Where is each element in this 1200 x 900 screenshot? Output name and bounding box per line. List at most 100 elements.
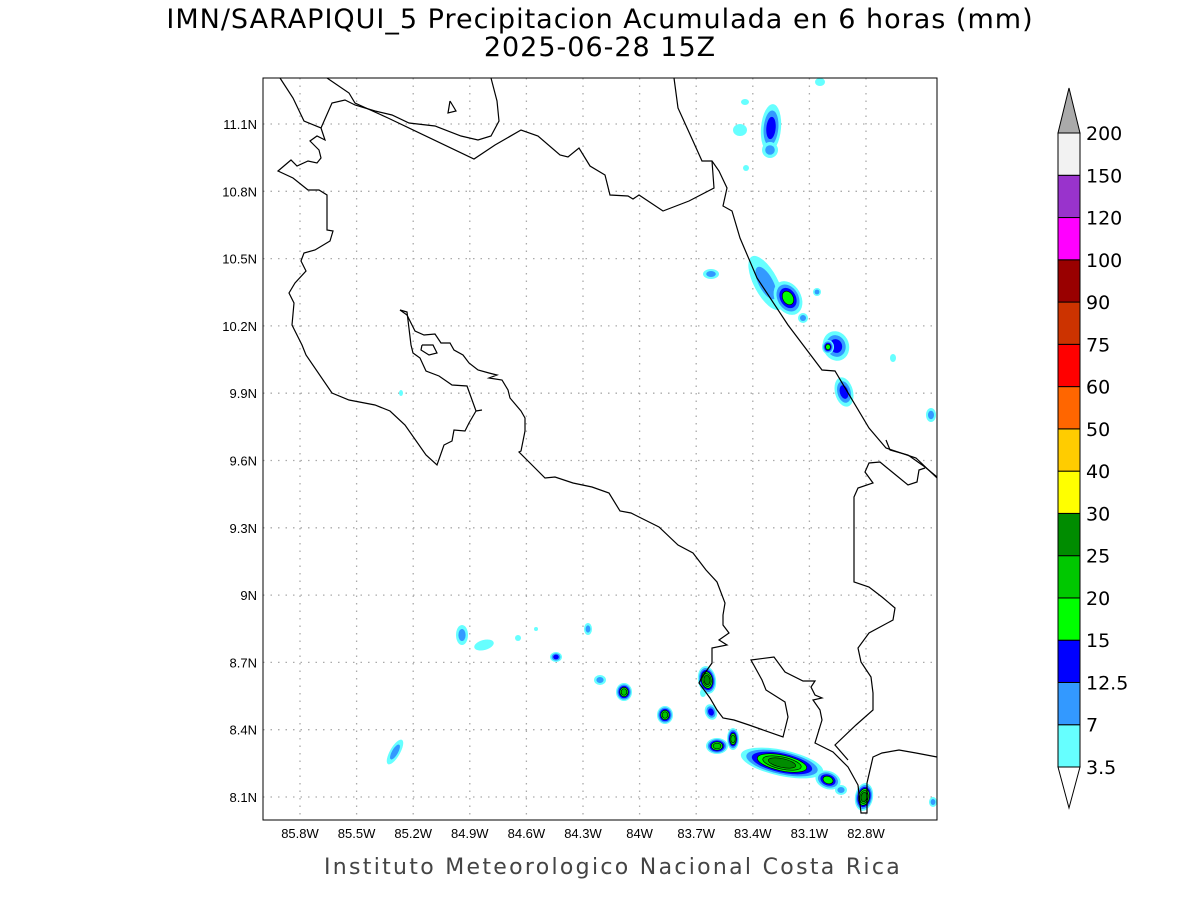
precip-contour bbox=[765, 145, 775, 155]
colorbar-swatch bbox=[1057, 428, 1081, 472]
precip-contour bbox=[474, 639, 494, 651]
precip-contour bbox=[706, 271, 716, 277]
precip-contour bbox=[661, 711, 669, 719]
precip-cell bbox=[815, 78, 825, 86]
nicaragua-border bbox=[326, 77, 715, 212]
panama-coast bbox=[885, 439, 938, 478]
lake-nicaragua-shore bbox=[320, 77, 500, 141]
colorbar-label: 40 bbox=[1086, 461, 1110, 483]
lon-tick-label: 83.7W bbox=[677, 826, 715, 841]
lon-tick-label: 82.8W bbox=[847, 826, 885, 841]
precip-cell bbox=[835, 785, 847, 795]
precip-cell bbox=[727, 728, 739, 750]
precip-cell bbox=[703, 269, 719, 279]
lat-tick-label: 10.2N bbox=[222, 319, 257, 334]
precip-cell bbox=[813, 288, 821, 296]
colorbar-label: 75 bbox=[1086, 334, 1110, 356]
lat-tick-label: 8.7N bbox=[230, 655, 257, 670]
lon-tick-label: 84W bbox=[626, 826, 653, 841]
precip-contour bbox=[930, 799, 936, 805]
colorbar-swatch bbox=[1057, 174, 1081, 219]
lon-tick-label: 83.4W bbox=[734, 826, 772, 841]
precip-contour bbox=[825, 343, 831, 351]
precip-contour bbox=[822, 775, 834, 785]
precip-contour bbox=[890, 354, 896, 362]
precip-cell bbox=[704, 704, 718, 720]
gulf-of-nicoya-coast bbox=[399, 309, 938, 814]
precip-contour bbox=[815, 78, 825, 86]
lon-tick-label: 85.8W bbox=[281, 826, 319, 841]
colorbar-label: 25 bbox=[1086, 546, 1110, 568]
precip-cell bbox=[926, 408, 936, 422]
precip-contour bbox=[390, 744, 400, 760]
precip-contour bbox=[733, 124, 747, 136]
map-title: IMN/SARAPIQUI_5 Precipitacion Acumulada … bbox=[166, 4, 1034, 35]
colorbar-swatch bbox=[1057, 724, 1081, 768]
precip-contour bbox=[620, 688, 628, 696]
precip-contour bbox=[553, 654, 559, 660]
colorbar-label: 90 bbox=[1086, 292, 1110, 314]
colorbar-label: 20 bbox=[1086, 588, 1110, 610]
precip-cell bbox=[399, 390, 403, 396]
lon-tick-label: 85.5W bbox=[338, 826, 376, 841]
precip-contour bbox=[700, 689, 706, 697]
precip-cell bbox=[657, 706, 673, 724]
lat-tick-label: 9.6N bbox=[230, 454, 257, 469]
colorbar-swatch bbox=[1057, 132, 1081, 176]
precip-cell bbox=[740, 747, 824, 779]
pacific-coast-north bbox=[276, 77, 483, 467]
lat-tick-label: 8.4N bbox=[230, 723, 257, 738]
precip-cell bbox=[834, 377, 854, 407]
lat-tick-label: 9N bbox=[240, 588, 257, 603]
precip-contour bbox=[596, 677, 604, 683]
precip-cell bbox=[456, 625, 468, 645]
precip-cell bbox=[594, 675, 606, 685]
precip-contour bbox=[814, 289, 820, 295]
precip-cell bbox=[760, 104, 782, 152]
precip-cell bbox=[815, 770, 841, 790]
precip-cell bbox=[584, 623, 592, 635]
colorbar-swatch bbox=[1057, 681, 1081, 726]
precip-contour bbox=[766, 116, 776, 140]
colorbar-label: 120 bbox=[1086, 208, 1122, 230]
colorbar-label: 150 bbox=[1086, 165, 1122, 187]
lon-tick-label: 84.3W bbox=[564, 826, 602, 841]
lat-tick-label: 11.1N bbox=[223, 117, 257, 132]
precip-cell bbox=[929, 797, 937, 807]
precip-cell bbox=[697, 666, 717, 694]
precipitation-contours bbox=[386, 78, 937, 811]
colorbar-swatch bbox=[1057, 386, 1081, 430]
precip-cell bbox=[773, 281, 803, 315]
precip-cell bbox=[854, 783, 874, 811]
colorbar-swatch bbox=[1057, 259, 1081, 303]
lat-tick-label: 10.8N bbox=[222, 184, 257, 199]
precip-contour bbox=[800, 315, 806, 321]
colorbar-label: 100 bbox=[1086, 250, 1122, 272]
precip-cell bbox=[534, 627, 538, 631]
lake-island bbox=[447, 100, 457, 114]
coastlines bbox=[276, 77, 938, 814]
colorbar-swatch bbox=[1057, 470, 1081, 514]
axis-labels: 85.8W 85.5W 85.2W 84.9W 84.6W 84.3W 84W 83.7W 83… bbox=[222, 117, 885, 841]
colorbar-swatch bbox=[1057, 597, 1081, 641]
colorbar-under-arrow bbox=[1057, 766, 1081, 810]
precip-contour bbox=[703, 675, 711, 685]
lat-tick-label: 9.9N bbox=[230, 386, 257, 401]
precip-contour bbox=[755, 266, 777, 300]
colorbar-label: 12.5 bbox=[1086, 672, 1128, 694]
precip-cell bbox=[890, 354, 896, 362]
grid-lines bbox=[263, 78, 937, 820]
precip-contour bbox=[730, 734, 736, 744]
precip-cell bbox=[762, 142, 778, 158]
lat-tick-label: 9.3N bbox=[230, 521, 257, 536]
precip-cell bbox=[741, 99, 749, 105]
colorbar-swatch bbox=[1057, 555, 1081, 599]
precip-cell bbox=[515, 635, 521, 641]
precip-cell bbox=[700, 689, 706, 697]
precip-cell bbox=[550, 652, 562, 662]
precip-contour bbox=[743, 165, 749, 171]
colorbar-swatch bbox=[1057, 512, 1081, 557]
precip-contour bbox=[839, 385, 849, 399]
precip-cell bbox=[798, 313, 808, 323]
